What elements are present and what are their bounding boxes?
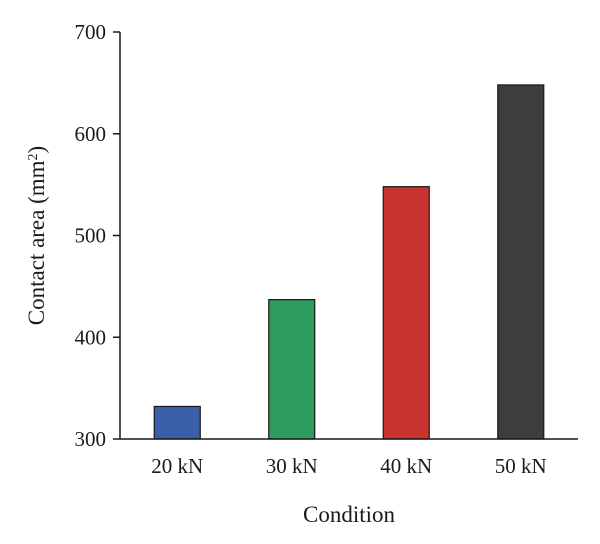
x-tick-label: 40 kN — [380, 454, 432, 478]
y-tick-label: 500 — [75, 224, 107, 248]
y-axis-label-main: Contact area (mm — [24, 160, 49, 325]
x-tick-label: 50 kN — [495, 454, 547, 478]
bars — [153, 84, 545, 440]
bar-30-kn — [268, 299, 316, 440]
y-tick-label: 600 — [75, 122, 107, 146]
bar-50-kn — [497, 84, 545, 440]
bar-20-kn — [153, 405, 201, 440]
y-tick-label: 300 — [75, 427, 107, 451]
y-tick-label: 700 — [75, 20, 107, 44]
x-tick-label: 30 kN — [266, 454, 318, 478]
x-tick-label: 20 kN — [151, 454, 203, 478]
bar-40-kn — [382, 186, 430, 440]
y-axis-label-superscript: 2 — [26, 153, 41, 160]
y-axis-ticks: 300 400 500 600 700 — [75, 20, 120, 451]
x-axis-label: Condition — [303, 502, 396, 527]
y-tick-label: 400 — [75, 325, 107, 349]
y-axis-label: Contact area (mm2) — [24, 146, 49, 325]
x-axis-ticks: 20 kN 30 kN 40 kN 50 kN — [151, 454, 546, 478]
y-axis-label-tail: ) — [24, 146, 49, 154]
